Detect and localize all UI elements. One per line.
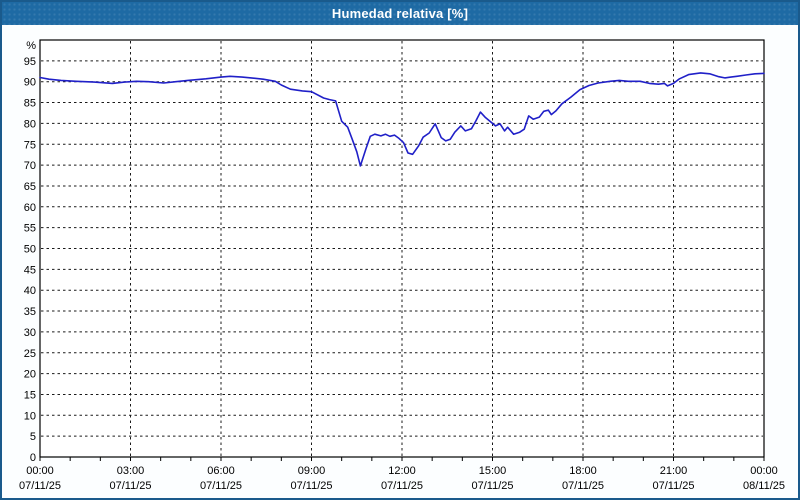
svg-text:25: 25	[24, 348, 36, 360]
chart-title: Humedad relativa [%]	[331, 6, 469, 21]
x-tick-time: 09:00	[298, 465, 326, 477]
humidity-line-chart: 05101520253035404550556065707580859095%0…	[19, 39, 785, 492]
svg-text:80: 80	[24, 118, 36, 130]
x-tick-time: 00:00	[26, 465, 54, 477]
y-axis-labels: 0 5 10 15 20 25 30 35 40 45 50 55 60 65 70 75 80 85 90 95%	[24, 40, 36, 464]
svg-text:70: 70	[24, 160, 36, 172]
svg-text:90: 90	[24, 77, 36, 89]
svg-text:40: 40	[24, 285, 36, 297]
svg-text:55: 55	[24, 223, 36, 235]
x-tick-time: 18:00	[569, 465, 597, 477]
y-axis-unit-label: %	[26, 40, 36, 52]
x-tick-date: 07/11/25	[652, 480, 694, 492]
x-tick-date: 08/11/25	[743, 480, 785, 492]
title-bar: Humedad relativa [%]	[2, 2, 798, 25]
x-tick-date: 07/11/25	[562, 480, 604, 492]
humidity-series-line	[39, 72, 765, 167]
x-tick-date: 07/11/25	[381, 480, 423, 492]
svg-text:60: 60	[24, 202, 36, 214]
svg-text:75: 75	[24, 139, 36, 151]
svg-text:30: 30	[24, 327, 36, 339]
svg-text:45: 45	[24, 264, 36, 276]
svg-text:10: 10	[24, 410, 36, 422]
x-tick-time: 00:00	[750, 465, 778, 477]
x-tick-date: 07/11/25	[471, 480, 513, 492]
x-tick-time: 06:00	[207, 465, 235, 477]
x-tick-date: 07/11/25	[200, 480, 242, 492]
x-tick-date: 07/11/25	[19, 480, 61, 492]
x-tick-date: 07/11/25	[290, 480, 332, 492]
svg-text:15: 15	[24, 389, 36, 401]
x-tick-date: 07/11/25	[109, 480, 151, 492]
chart-area: 0 5 10 15 20 25 30 35 40 45 50 55 60 65 70 75 80 85 90 95% 0…	[2, 25, 798, 498]
svg-text:65: 65	[24, 181, 36, 193]
x-tick-time: 15:00	[479, 465, 507, 477]
svg-text:95: 95	[24, 56, 36, 68]
svg-text:50: 50	[24, 244, 36, 256]
x-tick-time: 03:00	[117, 465, 145, 477]
x-axis-ticks	[39, 457, 765, 461]
x-tick-time: 12:00	[388, 465, 416, 477]
svg-text:0: 0	[30, 452, 36, 464]
svg-text:35: 35	[24, 306, 36, 318]
x-axis-labels: 00:00 07/11/25 03:00 07/11/25 06:00 07/11/25 0…	[19, 465, 785, 492]
svg-text:20: 20	[24, 369, 36, 381]
svg-text:85: 85	[24, 98, 36, 110]
x-tick-time: 21:00	[660, 465, 688, 477]
svg-text:5: 5	[30, 431, 36, 443]
